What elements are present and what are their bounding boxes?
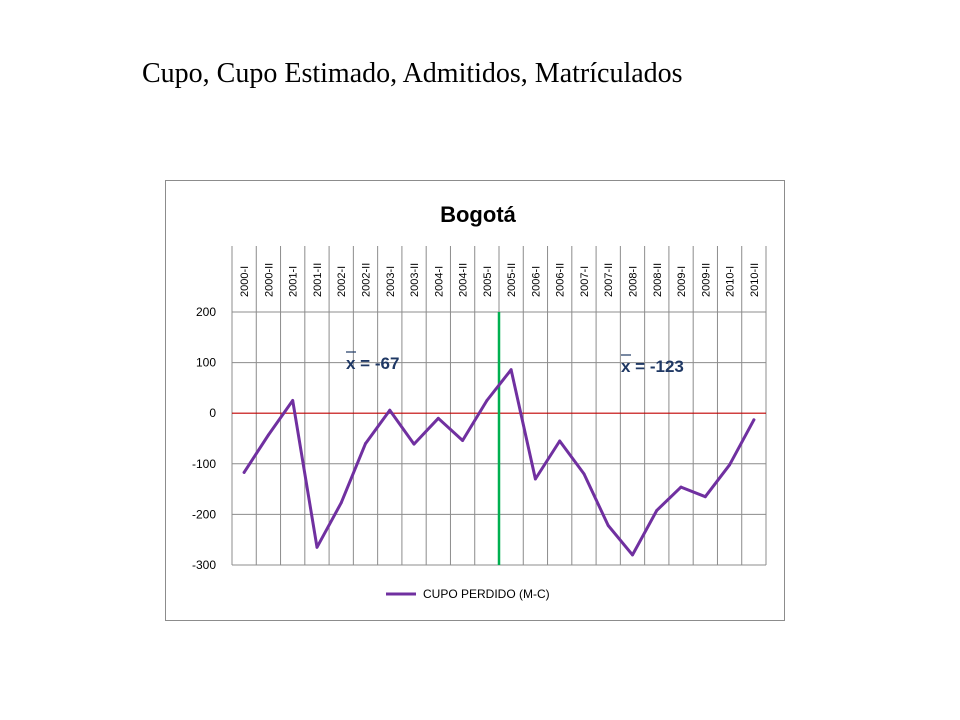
annotations: x = -67 x = -123 (346, 351, 684, 376)
grid-lines (231, 246, 767, 566)
x-tick-label: 2004-II (458, 263, 470, 297)
y-tick-label: -200 (192, 507, 216, 521)
y-tick-label: 0 (209, 406, 216, 420)
data-point (606, 524, 610, 527)
data-point (509, 368, 513, 372)
data-point (412, 442, 416, 446)
data-point (679, 485, 683, 489)
data-point (558, 439, 562, 443)
x-axis: 2000-I 2000-II 2001-I 2001-II 2002-I 2002-II 2… (239, 263, 761, 297)
x-tick-label: 2010-I (725, 266, 737, 297)
data-point (242, 471, 246, 474)
series-line (242, 368, 756, 557)
mean-annotation: x = -67 (346, 354, 399, 373)
x-tick-label: 2007-II (603, 263, 615, 297)
mean-annotation: x = -123 (621, 357, 684, 376)
data-point (582, 472, 586, 476)
x-tick-label: 2001-II (312, 263, 324, 297)
x-tick-label: 2006-II (555, 263, 567, 297)
data-point (388, 408, 392, 412)
data-point (655, 508, 659, 512)
x-tick-label: 2000-I (239, 266, 251, 297)
x-tick-label: 2009-I (676, 266, 688, 297)
legend-label: CUPO PERDIDO (M-C) (423, 587, 550, 601)
data-point (485, 399, 489, 402)
x-tick-label: 2010-II (749, 263, 761, 297)
data-point (436, 416, 440, 420)
x-tick-label: 2005-II (506, 263, 518, 297)
data-point (703, 495, 707, 499)
data-point (267, 433, 270, 437)
legend: CUPO PERDIDO (M-C) (386, 587, 550, 601)
x-tick-label: 2003-I (385, 266, 397, 297)
y-axis: 200 100 0 -100 -200 -300 (192, 305, 216, 572)
x-tick-label: 2002-I (336, 266, 348, 297)
x-tick-label: 2002-II (361, 263, 373, 297)
data-point (291, 399, 295, 402)
x-tick-label: 2007-I (579, 266, 591, 297)
data-point (339, 501, 343, 505)
y-tick-label: -100 (192, 457, 216, 471)
chart-frame: Bogotá 200 100 0 -100 -200 -300 2000-I 2000-II… (165, 180, 785, 621)
data-point (631, 553, 634, 557)
data-point (364, 442, 367, 445)
x-tick-label: 2009-II (700, 263, 712, 297)
x-tick-label: 2003-II (409, 263, 421, 297)
line-chart: Bogotá 200 100 0 -100 -200 -300 2000-I 2000-II… (192, 202, 767, 601)
chart-title: Bogotá (440, 202, 517, 227)
data-point (315, 545, 319, 549)
x-tick-label: 2001-I (288, 266, 300, 297)
y-tick-label: 200 (196, 305, 216, 319)
data-point (461, 439, 464, 442)
data-point (752, 418, 756, 422)
y-tick-label: 100 (196, 356, 216, 370)
x-tick-label: 2000-II (263, 263, 275, 297)
data-point (728, 463, 731, 467)
x-tick-label: 2004-I (433, 266, 445, 297)
page-title: Cupo, Cupo Estimado, Admitidos, Matrícul… (142, 58, 683, 89)
x-tick-label: 2008-I (628, 266, 640, 297)
x-tick-label: 2006-I (530, 266, 542, 297)
data-point (534, 477, 537, 481)
y-tick-label: -300 (192, 558, 216, 572)
series-group (242, 368, 756, 557)
x-tick-label: 2008-II (652, 263, 664, 297)
x-tick-label: 2005-I (482, 266, 494, 297)
